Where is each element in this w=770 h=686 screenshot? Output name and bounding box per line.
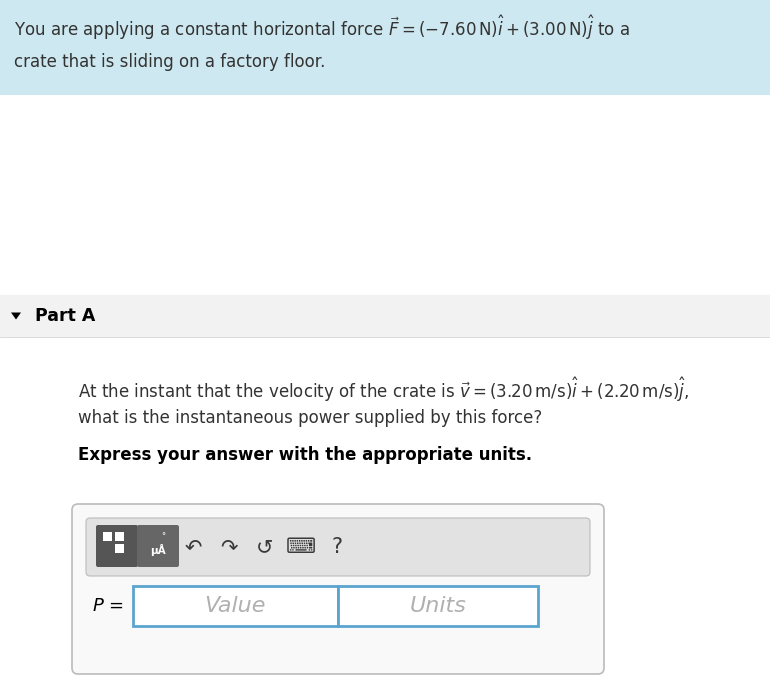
FancyBboxPatch shape — [72, 504, 604, 674]
Text: You are applying a constant horizontal force $\vec{F} = (-7.60\,\mathrm{N})\hat{: You are applying a constant horizontal f… — [14, 14, 630, 43]
Bar — [115, 532, 124, 541]
Text: ?: ? — [331, 537, 343, 557]
Text: Part A: Part A — [35, 307, 95, 325]
Text: µÅ: µÅ — [150, 544, 166, 556]
FancyBboxPatch shape — [86, 518, 590, 576]
Text: At the instant that the velocity of the crate is $\vec{v} = (3.20\,\mathrm{m/s}): At the instant that the velocity of the … — [78, 376, 689, 404]
Text: $P$ =: $P$ = — [92, 597, 124, 615]
FancyBboxPatch shape — [96, 525, 138, 567]
Text: what is the instantaneous power supplied by this force?: what is the instantaneous power supplied… — [78, 409, 542, 427]
Text: Value: Value — [205, 596, 266, 616]
Text: Express your answer with the appropriate units.: Express your answer with the appropriate… — [78, 446, 532, 464]
Text: ⌨: ⌨ — [286, 537, 316, 557]
Text: crate that is sliding on a factory floor.: crate that is sliding on a factory floor… — [14, 53, 326, 71]
Text: °: ° — [161, 532, 165, 541]
Text: ↶: ↶ — [184, 537, 202, 557]
Bar — [103, 532, 112, 541]
Bar — [338, 586, 538, 626]
FancyBboxPatch shape — [137, 525, 179, 567]
Text: ↷: ↷ — [220, 537, 238, 557]
Bar — [115, 544, 124, 553]
Text: Units: Units — [410, 596, 467, 616]
Bar — [0, 95, 770, 686]
Bar — [0, 0, 770, 95]
Bar — [0, 295, 770, 337]
Polygon shape — [11, 313, 21, 320]
Text: ↺: ↺ — [256, 537, 274, 557]
Bar — [133, 586, 338, 626]
